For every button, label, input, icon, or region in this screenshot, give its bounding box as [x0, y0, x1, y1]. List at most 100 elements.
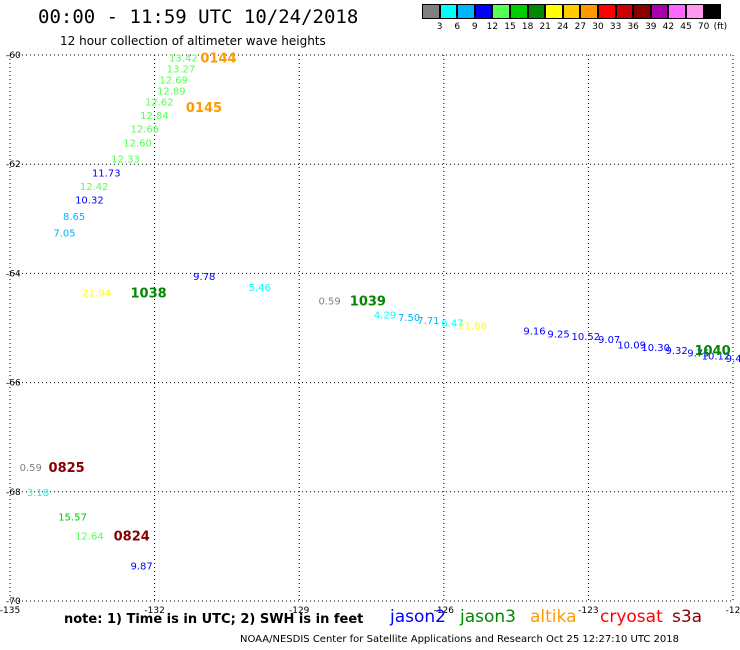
wave-height-label: 12.33: [111, 155, 140, 166]
pass-time-label: 0144: [200, 52, 236, 67]
wave-height-label: 10.12: [702, 351, 731, 362]
x-tick-label: -135: [0, 606, 20, 616]
wave-height-label: 9.87: [131, 562, 153, 573]
y-tick-label: -70: [6, 597, 21, 607]
legend-tick-label: 27: [574, 22, 587, 32]
satellite-legend-entry: jason3: [460, 607, 516, 627]
x-tick-label: -123: [578, 606, 598, 616]
legend-swatch: [650, 4, 669, 19]
legend-swatch: [474, 4, 493, 19]
wave-height-label: 0.59: [318, 297, 340, 308]
wave-height-label: 10.32: [75, 196, 104, 207]
legend-tick-label: 30: [592, 22, 604, 32]
wave-height-label: 10.30: [641, 343, 670, 354]
legend-swatch: [527, 4, 546, 19]
wave-height-label: 5.46: [249, 283, 271, 294]
legend-tick-label: 21: [539, 22, 551, 32]
legend-tick-label: 36: [627, 22, 639, 32]
wave-height-label: 10.09: [617, 340, 646, 351]
satellite-legend-entry: cryosat: [600, 607, 663, 627]
wave-height-label: 11.73: [92, 168, 121, 179]
wave-height-label: 9.16: [523, 327, 545, 338]
wave-height-label: 7.05: [53, 228, 75, 239]
wave-height-label: 0.59: [20, 463, 42, 474]
legend-swatch: [598, 4, 616, 19]
pass-time-label: 0824: [114, 529, 150, 544]
pass-time-label: 1038: [131, 287, 167, 302]
legend-swatch: [668, 4, 686, 19]
y-tick-label: -64: [6, 269, 21, 279]
legend-tick-label: 45: [680, 22, 692, 32]
wave-height-label: 7.71: [417, 316, 439, 327]
credit-line: NOAA/NESDIS Center for Satellite Applica…: [240, 634, 679, 645]
wave-height-label: 9.78: [193, 272, 215, 283]
legend-tick-label: 24: [557, 22, 569, 32]
legend-swatch: [510, 4, 528, 19]
legend-swatch: [633, 4, 651, 19]
wave-height-label: 13.42: [169, 54, 198, 65]
y-tick-label: -60: [6, 51, 21, 61]
wave-height-label: 10.52: [572, 332, 601, 343]
wave-height-label: 12.89: [157, 86, 186, 97]
legend-tick-label: 33: [609, 22, 622, 32]
legend-swatch: [422, 4, 440, 19]
footnote: note: 1) Time is in UTC; 2) SWH is in fe…: [64, 612, 364, 627]
x-tick-label: -129: [289, 606, 310, 616]
legend-swatch: [615, 4, 634, 19]
x-tick-label: -12: [726, 606, 740, 616]
pass-time-label: 1039: [350, 295, 386, 310]
pass-time-label: 0145: [186, 101, 222, 116]
legend-swatch: [545, 4, 563, 19]
wave-height-label: 12.60: [123, 138, 152, 149]
pass-time-label: 0825: [49, 461, 85, 476]
satellite-legend-entry: altika: [530, 607, 577, 627]
legend-tick-label: 9: [471, 22, 478, 32]
wave-height-label: 9.75: [687, 349, 709, 360]
legend-tick-label: 6: [454, 22, 461, 32]
wave-height-label: 12.84: [140, 111, 169, 122]
wave-height-label: 6.47: [441, 319, 463, 330]
legend-swatch: [439, 4, 458, 19]
legend-tick-label: 18: [521, 22, 534, 32]
legend-tick-label: 12: [486, 22, 499, 32]
wave-height-label: 12.64: [75, 531, 104, 542]
satellite-legend-entry: s3a: [672, 607, 703, 627]
wave-height-label: 9.48: [726, 354, 740, 365]
legend-swatch: [492, 4, 510, 19]
chart-subtitle: 12 hour collection of altimeter wave hei…: [60, 34, 326, 48]
wave-height-label: 4.29: [374, 310, 396, 321]
y-tick-label: -62: [6, 160, 21, 170]
legend-tick-label: 42: [662, 22, 675, 32]
legend-tick-label: 15: [504, 22, 516, 32]
legend-swatch: [457, 4, 475, 19]
pass-time-label: 1040: [694, 344, 730, 359]
chart-title: 00:00 - 11:59 UTC 10/24/2018: [38, 6, 359, 28]
wave-height-label: 8.65: [63, 212, 85, 223]
wave-height-label: 12.66: [131, 125, 160, 136]
y-tick-label: -66: [6, 379, 21, 389]
legend-tick-label: 3: [436, 22, 443, 32]
wave-height-label: 7.50: [398, 313, 420, 324]
legend-unit: (ft): [713, 22, 728, 32]
wave-height-label: 12.69: [159, 76, 188, 87]
legend-swatch: [580, 4, 598, 19]
wave-height-label: 12.42: [80, 182, 109, 193]
x-tick-label: -126: [434, 606, 455, 616]
wave-height-label: 21.88: [458, 321, 487, 332]
legend-tick-label: 39: [645, 22, 657, 32]
legend-swatch: [562, 4, 581, 19]
legend-tick-label: 70: [697, 22, 710, 32]
wave-height-label: 12.62: [145, 97, 174, 108]
wave-height-label: 15.57: [58, 512, 87, 523]
wave-height-label: 9.07: [598, 335, 620, 346]
wave-height-label: 3.18: [27, 488, 49, 499]
wave-height-label: 9.32: [666, 346, 688, 357]
satellite-legend-entry: jason2: [390, 607, 446, 627]
wave-height-label: 13.27: [167, 65, 196, 76]
legend-swatch: [703, 4, 722, 19]
y-tick-label: -68: [6, 488, 21, 498]
legend-swatch: [686, 4, 704, 19]
x-tick-label: -132: [144, 606, 164, 616]
